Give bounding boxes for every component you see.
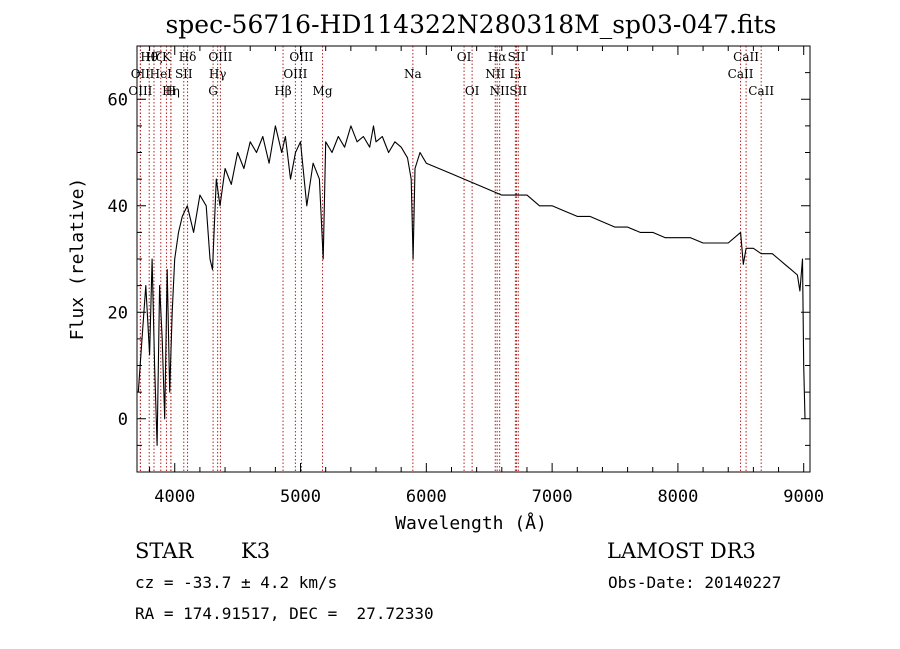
spectral-line-label: CaII <box>748 84 774 98</box>
spectral-line-labels: Hθ OII OIII Hζ HeI K Hη SII H Hδ OIII Hγ G Hβ OIII OIII… <box>128 50 774 98</box>
spectral-line-label: SII <box>175 67 193 81</box>
x-tick-label: 5000 <box>280 487 321 507</box>
x-axis-label: Wavelength (Å) <box>395 512 547 534</box>
spectral-line-label: K <box>162 50 172 64</box>
spectral-line-label: Mg <box>313 84 333 98</box>
spectral-line-label: Hδ <box>179 50 197 64</box>
spectral-line-label: OIII <box>208 50 232 64</box>
spectrum-series <box>137 125 806 446</box>
spectral-line-label: OI <box>457 50 472 64</box>
spectral-line-label: OIII <box>283 67 307 81</box>
spectral-line-label: Hα <box>488 50 507 64</box>
x-tick-label: 7000 <box>532 487 573 507</box>
axis-ticks: 4000 5000 6000 7000 8000 9000 0 20 40 60 <box>108 45 824 507</box>
redshift-text: cz = -33.7 ± 4.2 km/s <box>135 573 338 592</box>
spectral-line-label: Hζ <box>145 50 162 64</box>
x-tick-label: 4000 <box>154 487 195 507</box>
spectral-line-label: Hβ <box>274 84 291 98</box>
spectral-line-label: Hθ <box>140 50 158 64</box>
spectral-line-label: SII <box>508 50 526 64</box>
spectral-line-label: Hγ <box>209 67 227 81</box>
spectral-line-label: Li <box>509 67 521 81</box>
spectral-line-label: NII <box>490 84 510 98</box>
spectral-line-label: OII <box>131 67 151 81</box>
chart-title: spec-56716-HD114322N280318M_sp03-047.fit… <box>165 10 776 39</box>
object-subclass: K3 <box>241 539 271 563</box>
spectral-line-label: Na <box>404 67 422 81</box>
coordinates-text: RA = 174.91517, DEC = 27.72330 <box>135 604 434 623</box>
y-tick-label: 20 <box>108 303 128 323</box>
spectral-line-label: H <box>166 84 176 98</box>
spectral-line-label: CaII <box>733 50 759 64</box>
y-tick-label: 40 <box>108 197 128 217</box>
spectral-line-markers <box>139 46 762 472</box>
y-tick-label: 0 <box>118 410 128 430</box>
spectral-line-label: OIII <box>289 50 313 64</box>
y-tick-label: 60 <box>108 90 128 110</box>
spectral-line-label: NII <box>485 67 505 81</box>
survey-name: LAMOST DR3 <box>607 539 756 563</box>
spectral-line-label: HeI <box>150 67 173 81</box>
object-class: STAR <box>135 539 194 563</box>
spectral-line-label: G <box>208 84 218 98</box>
y-axis-label: Flux (relative) <box>67 178 88 341</box>
spectral-line-label: Hη <box>162 84 180 98</box>
spectral-line-label: CaII <box>728 67 754 81</box>
spectrum-line <box>137 125 806 446</box>
x-tick-label: 8000 <box>657 487 698 507</box>
spectral-line-label: OIII <box>128 84 152 98</box>
plot-frame <box>136 45 811 473</box>
spectral-line-label: OI <box>465 84 480 98</box>
x-tick-label: 9000 <box>783 487 824 507</box>
x-tick-label: 6000 <box>406 487 447 507</box>
obs-date-text: Obs-Date: 20140227 <box>608 573 782 592</box>
spectral-line-label: SII <box>509 84 527 98</box>
